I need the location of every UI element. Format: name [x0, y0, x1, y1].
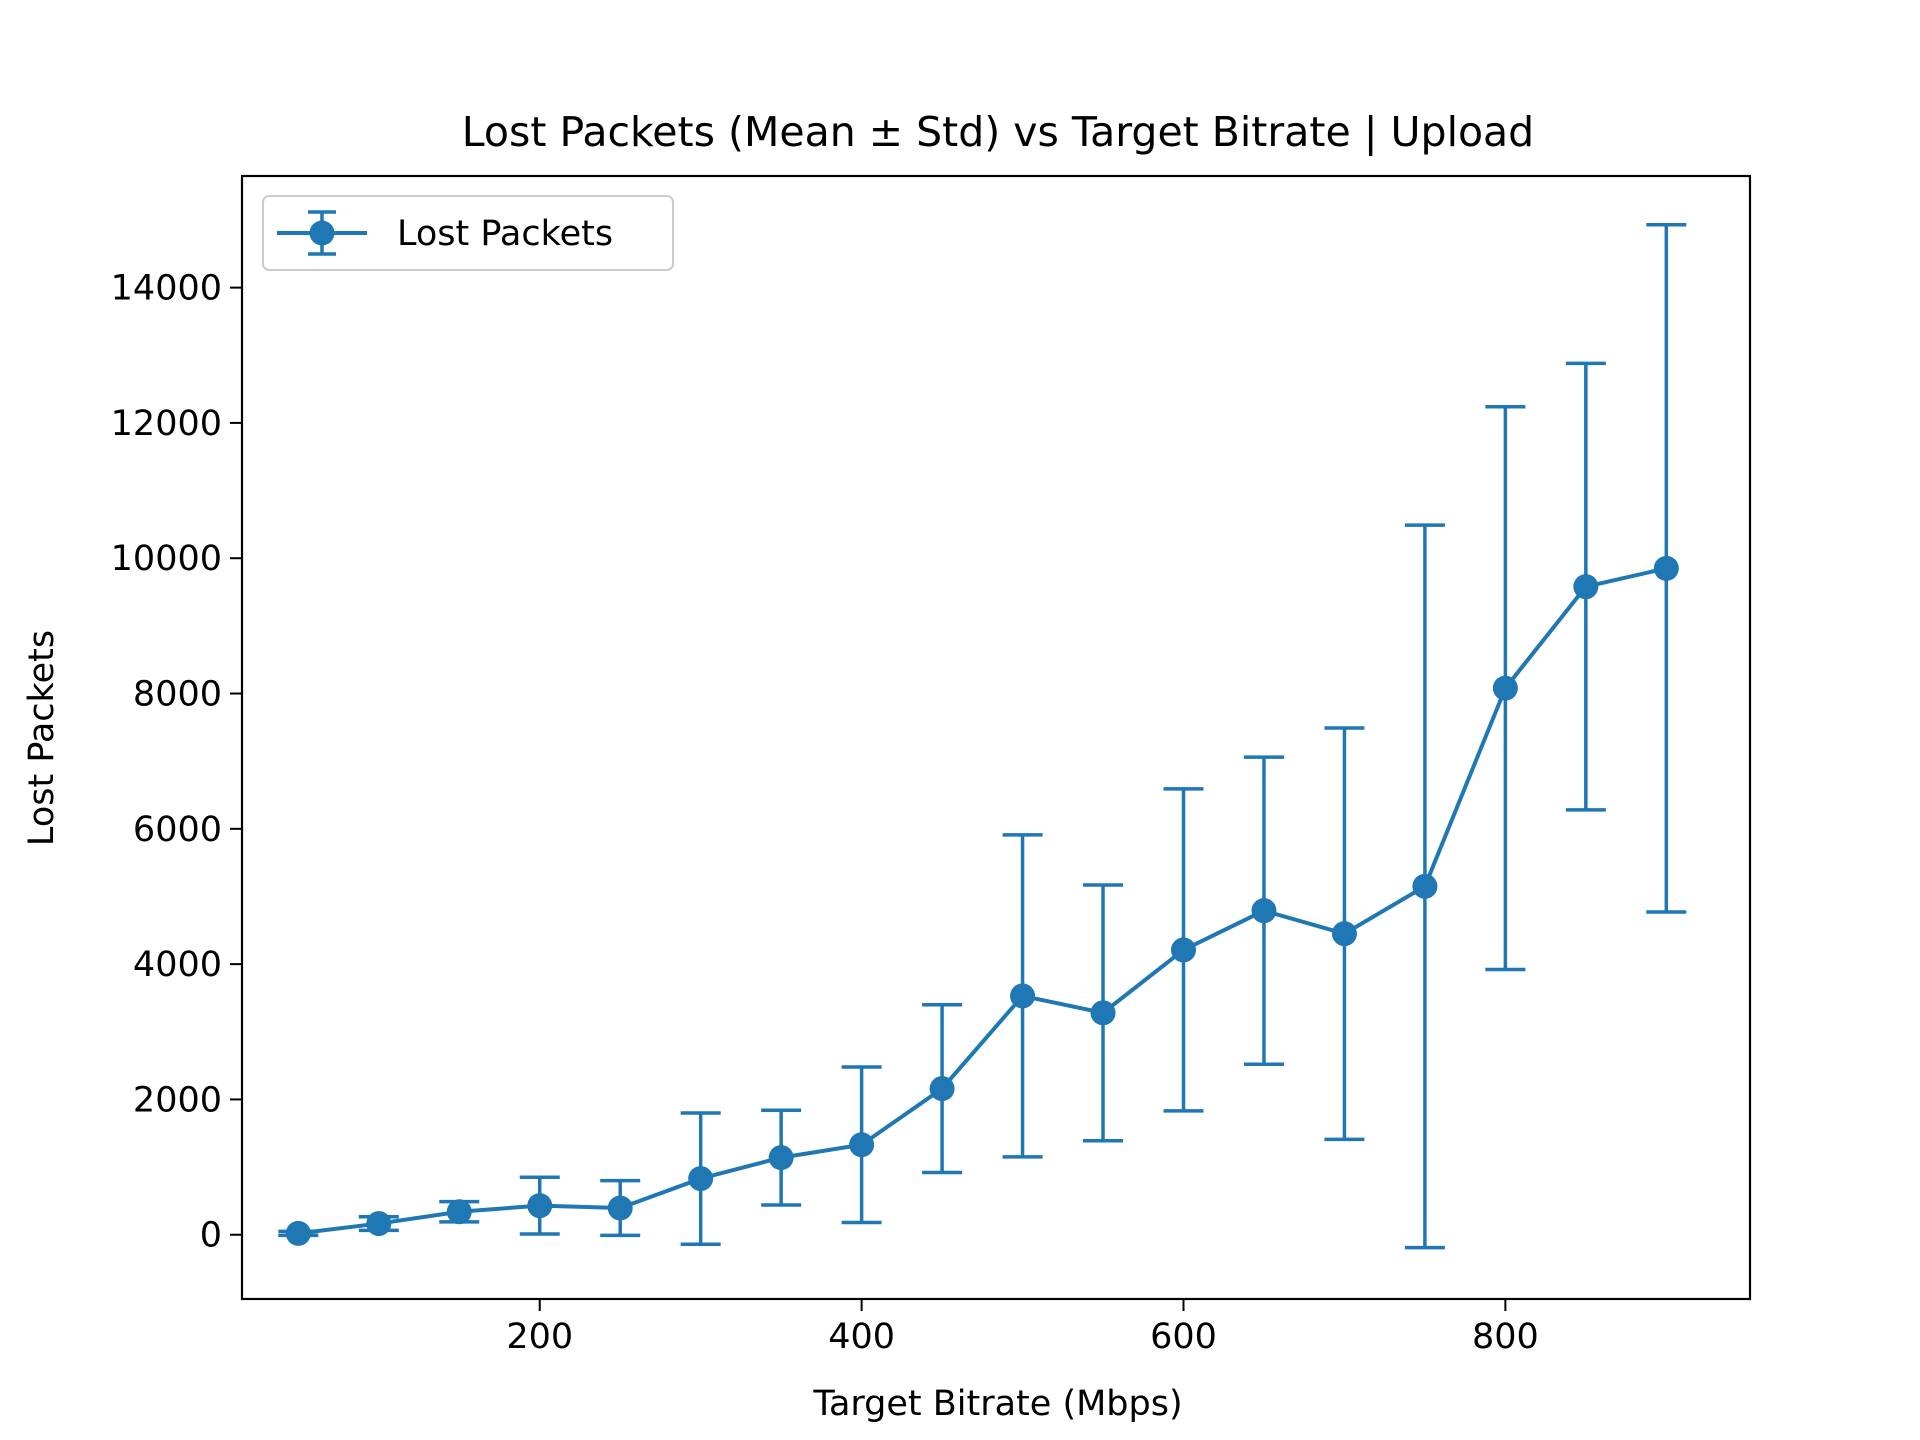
data-point: [688, 1166, 714, 1192]
data-point: [1412, 873, 1438, 899]
chart-title: Lost Packets (Mean ± Std) vs Target Bitr…: [462, 108, 1534, 156]
data-point: [1010, 983, 1036, 1009]
x-axis-label: Target Bitrate (Mbps): [812, 1384, 1182, 1424]
data-point: [366, 1211, 392, 1237]
data-point: [1653, 555, 1679, 581]
y-tick-label: 6000: [133, 810, 222, 850]
y-tick-label: 0: [200, 1216, 222, 1256]
x-tick-label: 400: [828, 1317, 895, 1357]
y-tick-label: 2000: [133, 1080, 222, 1120]
legend-label: Lost Packets: [397, 214, 613, 254]
y-tick-label: 10000: [111, 539, 222, 579]
y-tick-label: 4000: [133, 945, 222, 985]
y-axis-label: Lost Packets: [22, 630, 62, 846]
data-point: [768, 1145, 794, 1171]
series-line: [298, 566, 1667, 1236]
legend-box: [262, 195, 674, 271]
y-tick-label: 14000: [111, 269, 222, 309]
x-tick-label: 800: [1472, 1317, 1539, 1357]
plot-area: [278, 222, 1687, 1250]
data-point: [285, 1220, 311, 1246]
data-point: [1492, 675, 1518, 701]
x-tick-label: 200: [506, 1317, 573, 1357]
data-point: [1573, 574, 1599, 600]
data-point: [849, 1132, 875, 1158]
data-point: [929, 1076, 955, 1102]
x-tick-label: 600: [1150, 1317, 1217, 1357]
data-point: [527, 1193, 553, 1219]
data-point: [446, 1199, 472, 1225]
legend-marker: [309, 220, 335, 246]
data-point: [607, 1195, 633, 1221]
legend: Lost Packets: [262, 195, 674, 271]
y-tick-label: 12000: [111, 404, 222, 444]
plot-frame: [240, 174, 1752, 1301]
data-point: [1090, 1000, 1116, 1026]
data-point: [1251, 898, 1277, 924]
y-tick-label: 8000: [133, 675, 222, 715]
data-point: [1170, 937, 1196, 963]
data-point: [1331, 921, 1357, 947]
